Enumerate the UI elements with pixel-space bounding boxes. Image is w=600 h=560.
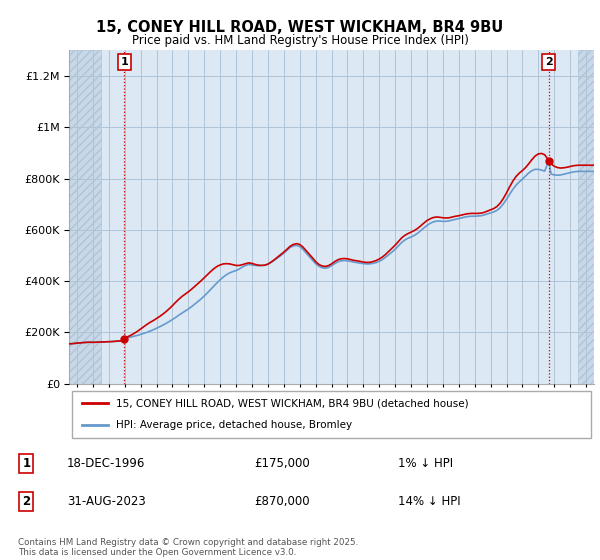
Text: 31-AUG-2023: 31-AUG-2023 [67,495,145,508]
Text: 1: 1 [121,57,128,67]
Text: £175,000: £175,000 [254,457,310,470]
Text: Price paid vs. HM Land Registry's House Price Index (HPI): Price paid vs. HM Land Registry's House … [131,34,469,46]
Text: 1: 1 [22,457,31,470]
Text: 15, CONEY HILL ROAD, WEST WICKHAM, BR4 9BU: 15, CONEY HILL ROAD, WEST WICKHAM, BR4 9… [97,20,503,35]
Text: HPI: Average price, detached house, Bromley: HPI: Average price, detached house, Brom… [116,421,352,431]
Text: 2: 2 [545,57,553,67]
Text: £870,000: £870,000 [254,495,310,508]
Text: 18-DEC-1996: 18-DEC-1996 [67,457,145,470]
FancyBboxPatch shape [71,391,592,437]
Text: 14% ↓ HPI: 14% ↓ HPI [398,495,461,508]
Text: 1% ↓ HPI: 1% ↓ HPI [398,457,453,470]
Text: 2: 2 [22,495,31,508]
Text: 15, CONEY HILL ROAD, WEST WICKHAM, BR4 9BU (detached house): 15, CONEY HILL ROAD, WEST WICKHAM, BR4 9… [116,398,469,408]
Bar [578,50,594,384]
Text: Contains HM Land Registry data © Crown copyright and database right 2025.
This d: Contains HM Land Registry data © Crown c… [18,538,358,557]
Bar [69,50,101,384]
